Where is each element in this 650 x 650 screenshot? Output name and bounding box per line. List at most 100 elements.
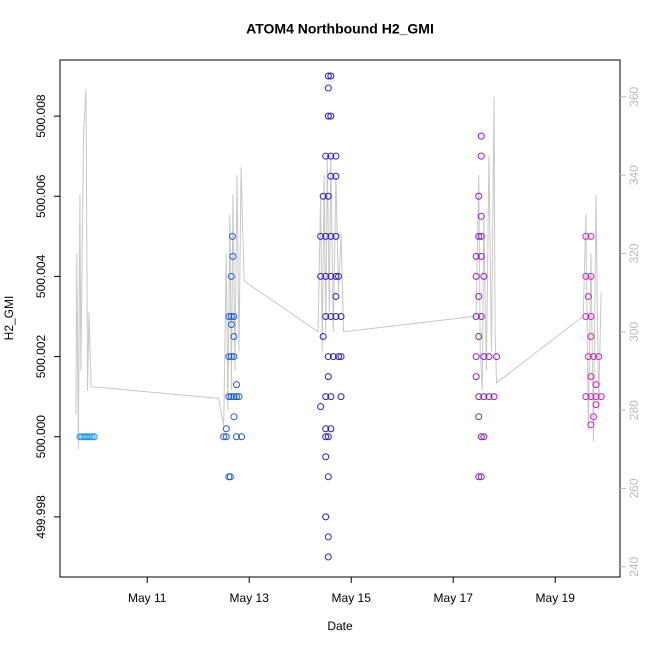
point — [319, 192, 327, 200]
point — [480, 272, 488, 280]
point — [227, 393, 235, 401]
point — [587, 393, 595, 401]
point — [475, 473, 483, 481]
point — [322, 513, 330, 521]
point — [472, 353, 480, 361]
point — [587, 272, 595, 280]
point — [472, 312, 480, 320]
point — [592, 381, 600, 389]
plot-frame — [59, 59, 621, 578]
point — [322, 312, 330, 320]
point — [334, 353, 342, 361]
point — [324, 533, 332, 541]
point — [472, 373, 480, 381]
x-tick-label: May 17 — [434, 591, 474, 605]
point — [587, 312, 595, 320]
point — [477, 152, 485, 160]
point — [589, 413, 597, 421]
x-tick-label: May 19 — [536, 591, 576, 605]
line — [75, 88, 602, 450]
point — [587, 232, 595, 240]
point — [230, 413, 238, 421]
point — [88, 433, 96, 441]
y2-tick-label: 360 — [627, 86, 641, 106]
point — [319, 333, 327, 341]
point — [582, 312, 590, 320]
point — [230, 312, 238, 320]
point — [227, 353, 235, 361]
point — [595, 353, 603, 361]
x-tick-label: May 11 — [128, 591, 167, 605]
point — [490, 393, 498, 401]
point — [332, 272, 340, 280]
point — [592, 401, 600, 409]
point — [238, 433, 246, 441]
point — [86, 433, 94, 441]
y-tick-label: 500.008 — [34, 94, 48, 138]
point — [582, 393, 590, 401]
point — [327, 272, 335, 280]
y2-tick-label: 280 — [627, 400, 641, 420]
point — [334, 272, 342, 280]
point — [324, 84, 332, 92]
point — [232, 393, 240, 401]
point — [592, 393, 600, 401]
point — [587, 373, 595, 381]
point — [485, 353, 493, 361]
point — [232, 381, 240, 389]
x-tick-label: May 15 — [332, 591, 372, 605]
point — [475, 192, 483, 200]
point — [327, 425, 335, 433]
point — [332, 292, 340, 300]
point — [230, 333, 238, 341]
point — [337, 312, 345, 320]
point — [485, 393, 493, 401]
point — [475, 232, 483, 240]
point — [322, 152, 330, 160]
point — [472, 272, 480, 280]
point — [332, 172, 340, 180]
point — [322, 433, 330, 441]
point — [475, 413, 483, 421]
point — [329, 353, 337, 361]
point — [327, 72, 335, 80]
chart-title: ATOM4 Northbound H2_GMI — [246, 21, 434, 37]
point — [493, 353, 501, 361]
point — [480, 433, 488, 441]
point — [327, 232, 335, 240]
y-axis-label: H2_GMI — [2, 296, 16, 341]
point — [235, 393, 243, 401]
point — [477, 132, 485, 140]
point — [587, 421, 595, 429]
point — [475, 393, 483, 401]
point — [480, 353, 488, 361]
point — [327, 393, 335, 401]
y2-tick-label: 240 — [627, 556, 641, 576]
point — [589, 353, 597, 361]
y-tick-label: 500.004 — [34, 254, 48, 298]
y-tick-label: 499.998 — [34, 495, 48, 539]
point — [587, 333, 595, 341]
y2-tick-label: 260 — [627, 478, 641, 498]
point — [90, 433, 98, 441]
point — [317, 403, 325, 411]
point — [337, 393, 345, 401]
y2-tick-label: 340 — [627, 165, 641, 185]
point — [317, 232, 325, 240]
point — [229, 252, 237, 260]
point — [322, 272, 330, 280]
y-tick-label: 500.006 — [34, 174, 48, 218]
point — [472, 252, 480, 260]
point — [227, 312, 235, 320]
point — [225, 312, 233, 320]
point — [477, 232, 485, 240]
point — [228, 232, 236, 240]
point — [324, 373, 332, 381]
point — [322, 232, 330, 240]
point — [477, 312, 485, 320]
point — [322, 393, 330, 401]
point — [480, 393, 488, 401]
point — [582, 272, 590, 280]
point — [477, 252, 485, 260]
